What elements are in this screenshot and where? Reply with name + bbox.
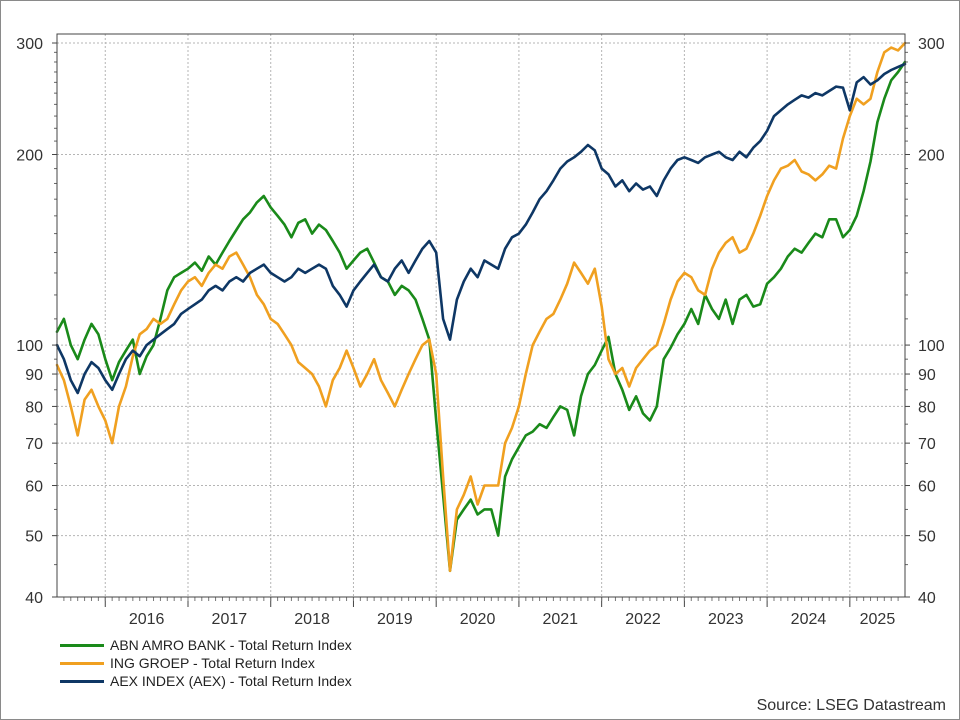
legend-swatch-ing xyxy=(60,661,104,665)
tick-labels: 40 40 50 50 60 60 70 70 80 80 90 90 100 100 200 200 300 3… xyxy=(16,36,945,628)
x-tick-label: 2023 xyxy=(708,611,744,628)
x-tick-label: 2020 xyxy=(460,611,496,628)
y-tick-label-right: 90 xyxy=(918,367,936,384)
x-tick-label: 2022 xyxy=(625,611,661,628)
y-tick-label-left: 70 xyxy=(25,436,43,453)
axes xyxy=(52,33,910,607)
y-tick-label-right: 80 xyxy=(918,399,936,416)
source-note: Source: LSEG Datastream xyxy=(756,697,946,714)
y-tick-label-right: 100 xyxy=(918,338,945,355)
x-tick-label: 2017 xyxy=(212,611,248,628)
x-tick-label: 2021 xyxy=(542,611,578,628)
y-tick-label-left: 80 xyxy=(25,399,43,416)
legend-item-abn-amro: ABN AMRO BANK - Total Return Index xyxy=(60,636,352,654)
y-tick-label-left: 50 xyxy=(25,529,43,546)
legend-swatch-abn-amro xyxy=(60,643,104,647)
y-tick-label-right: 200 xyxy=(918,147,945,164)
legend-label-ing: ING GROEP - Total Return Index xyxy=(110,655,315,671)
y-tick-label-left: 200 xyxy=(16,147,43,164)
x-tick-label: 2024 xyxy=(791,611,827,628)
y-tick-label-right: 40 xyxy=(918,590,936,607)
y-tick-label-left: 40 xyxy=(25,590,43,607)
y-tick-label-right: 60 xyxy=(918,479,936,496)
series-line-aex xyxy=(55,62,907,395)
y-tick-label-left: 300 xyxy=(16,36,43,53)
legend-swatch-aex xyxy=(60,679,104,683)
legend-item-aex: AEX INDEX (AEX) - Total Return Index xyxy=(60,672,352,690)
y-tick-label-right: 70 xyxy=(918,436,936,453)
y-tick-label-right: 50 xyxy=(918,529,936,546)
legend-item-ing: ING GROEP - Total Return Index xyxy=(60,654,352,672)
legend-label-abn-amro: ABN AMRO BANK - Total Return Index xyxy=(110,637,352,653)
series-line-ing xyxy=(55,41,907,573)
y-tick-label-left: 60 xyxy=(25,479,43,496)
y-tick-label-right: 300 xyxy=(918,36,945,53)
y-tick-label-left: 100 xyxy=(16,338,43,355)
x-tick-label: 2016 xyxy=(129,611,165,628)
series-lines xyxy=(55,41,907,573)
legend: ABN AMRO BANK - Total Return Index ING G… xyxy=(60,636,352,690)
series-line-abn-amro xyxy=(55,60,907,573)
x-tick-label: 2025 xyxy=(860,611,896,628)
x-tick-label: 2019 xyxy=(377,611,413,628)
legend-label-aex: AEX INDEX (AEX) - Total Return Index xyxy=(110,673,352,689)
x-tick-label: 2018 xyxy=(294,611,330,628)
y-tick-label-left: 90 xyxy=(25,367,43,384)
plot-border xyxy=(56,33,906,598)
